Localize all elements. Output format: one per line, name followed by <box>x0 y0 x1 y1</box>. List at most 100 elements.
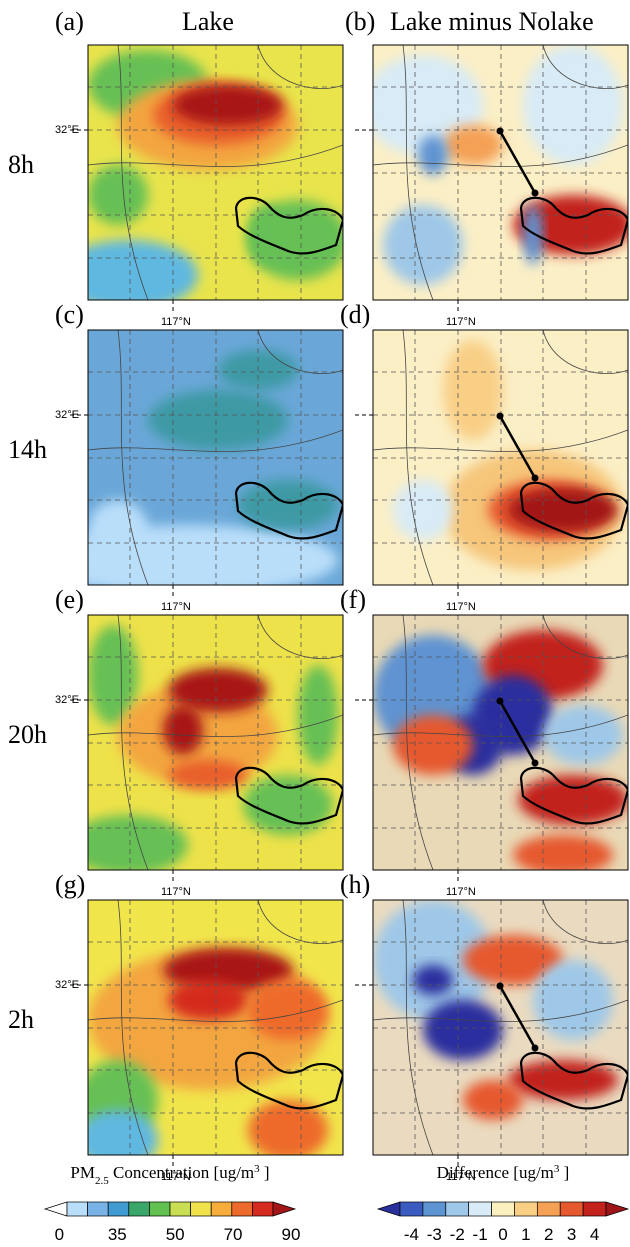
field-blob <box>413 965 453 995</box>
colorbar-tick-label: 4 <box>590 1225 599 1244</box>
field-blob <box>393 480 453 540</box>
field-blob <box>168 668 268 712</box>
column-title: Lake minus Nolake <box>390 7 594 36</box>
row-label: 2h <box>8 1005 34 1034</box>
colorbar-box <box>252 1201 274 1217</box>
colorbar-box <box>169 1201 191 1217</box>
transect-end <box>496 697 504 705</box>
colorbar-end <box>43 1201 68 1217</box>
map <box>88 900 343 1155</box>
field-blob <box>418 135 448 175</box>
boundary <box>373 45 628 300</box>
field-blob <box>163 705 203 755</box>
field-blob <box>508 1060 618 1100</box>
lake-outline <box>234 196 343 255</box>
title-part: ] <box>260 1163 270 1182</box>
map <box>373 900 628 1155</box>
map <box>88 330 343 585</box>
field-blob <box>523 45 623 165</box>
panel-label: (b) <box>345 7 375 36</box>
colorbar-box <box>468 1201 492 1217</box>
lake-outline <box>234 766 343 825</box>
lon-label: 117°N <box>161 601 191 613</box>
colorbar-box <box>128 1201 150 1217</box>
boundary <box>373 900 628 1155</box>
boundary <box>88 330 343 585</box>
field-blob <box>248 1100 328 1155</box>
colorbar-box <box>445 1201 470 1217</box>
field-blob <box>168 980 248 1020</box>
colorbar-box <box>66 1201 88 1217</box>
field-blob <box>88 165 148 225</box>
map-frame <box>372 614 629 871</box>
lon-label: 117°N <box>161 316 191 328</box>
map <box>373 330 628 585</box>
colorbar-box <box>422 1201 447 1217</box>
transect-end <box>531 1044 539 1052</box>
field-blob <box>423 1000 503 1060</box>
colorbar-box <box>536 1201 561 1217</box>
map-frame <box>87 614 344 871</box>
lon-label: 117°N <box>161 1171 191 1183</box>
lat-label: 32°E <box>55 694 79 706</box>
field-blob <box>248 980 328 1040</box>
colorbar-box <box>399 1201 424 1217</box>
colorbar-tick-label: -1 <box>473 1225 488 1244</box>
transect-end <box>531 759 539 767</box>
map <box>373 615 628 870</box>
lake-outline <box>519 766 628 825</box>
field-blob <box>88 500 148 560</box>
colorbar-tick-label: 90 <box>281 1225 300 1244</box>
field-blob <box>543 705 623 765</box>
title-part: PM <box>70 1163 95 1182</box>
field-blob <box>88 525 338 585</box>
transect-end <box>496 982 504 990</box>
map <box>373 45 628 300</box>
lake-outline <box>234 481 343 540</box>
colorbar-tick-label: 0 <box>498 1225 507 1244</box>
map <box>88 615 343 870</box>
colorbar-tick-label: 3 <box>567 1225 576 1244</box>
field-blob <box>88 1110 158 1155</box>
map <box>88 45 343 300</box>
row-label: 14h <box>8 435 47 464</box>
lake-outline <box>234 1051 343 1110</box>
lat-label: 32°E <box>55 124 79 136</box>
title-part: 2.5 <box>95 1175 109 1187</box>
panel-label: (h) <box>340 870 370 899</box>
field-blob <box>443 125 503 165</box>
map-frame <box>87 899 344 1156</box>
lon-label: 117°N <box>446 886 476 898</box>
transect-end <box>496 412 504 420</box>
field-blob <box>88 240 198 300</box>
boundary <box>88 900 343 1155</box>
field-blob <box>463 1080 523 1120</box>
lake-outline <box>519 1051 628 1110</box>
panel-label: (f) <box>340 585 366 614</box>
lake-outline <box>519 481 628 540</box>
colorbar-tick-label: -4 <box>404 1225 419 1244</box>
map-frame <box>372 44 629 301</box>
map-frame <box>372 329 629 586</box>
field-blob <box>298 665 338 765</box>
boundary <box>373 615 628 870</box>
colorbar-box <box>149 1201 171 1217</box>
colorbar-box <box>491 1201 515 1217</box>
title-part: ] <box>559 1163 569 1182</box>
field-blob <box>238 480 338 530</box>
title-part: Concentration [ug/m <box>109 1163 254 1182</box>
field-blob <box>513 835 613 870</box>
panel-label: (e) <box>55 585 84 614</box>
panel-label: (g) <box>55 870 85 899</box>
map-frame <box>87 329 344 586</box>
lat-label: 32°E <box>55 979 79 991</box>
field-blob <box>518 775 628 825</box>
colorbar-tick-label: 1 <box>521 1225 530 1244</box>
transect <box>498 700 537 764</box>
colorbar-box <box>559 1201 584 1217</box>
colorbar-box <box>231 1201 253 1217</box>
field-blob <box>373 900 493 1020</box>
panel-label: (c) <box>55 300 84 329</box>
colorbar-tick-label: 35 <box>108 1225 127 1244</box>
field-blob <box>88 815 188 870</box>
